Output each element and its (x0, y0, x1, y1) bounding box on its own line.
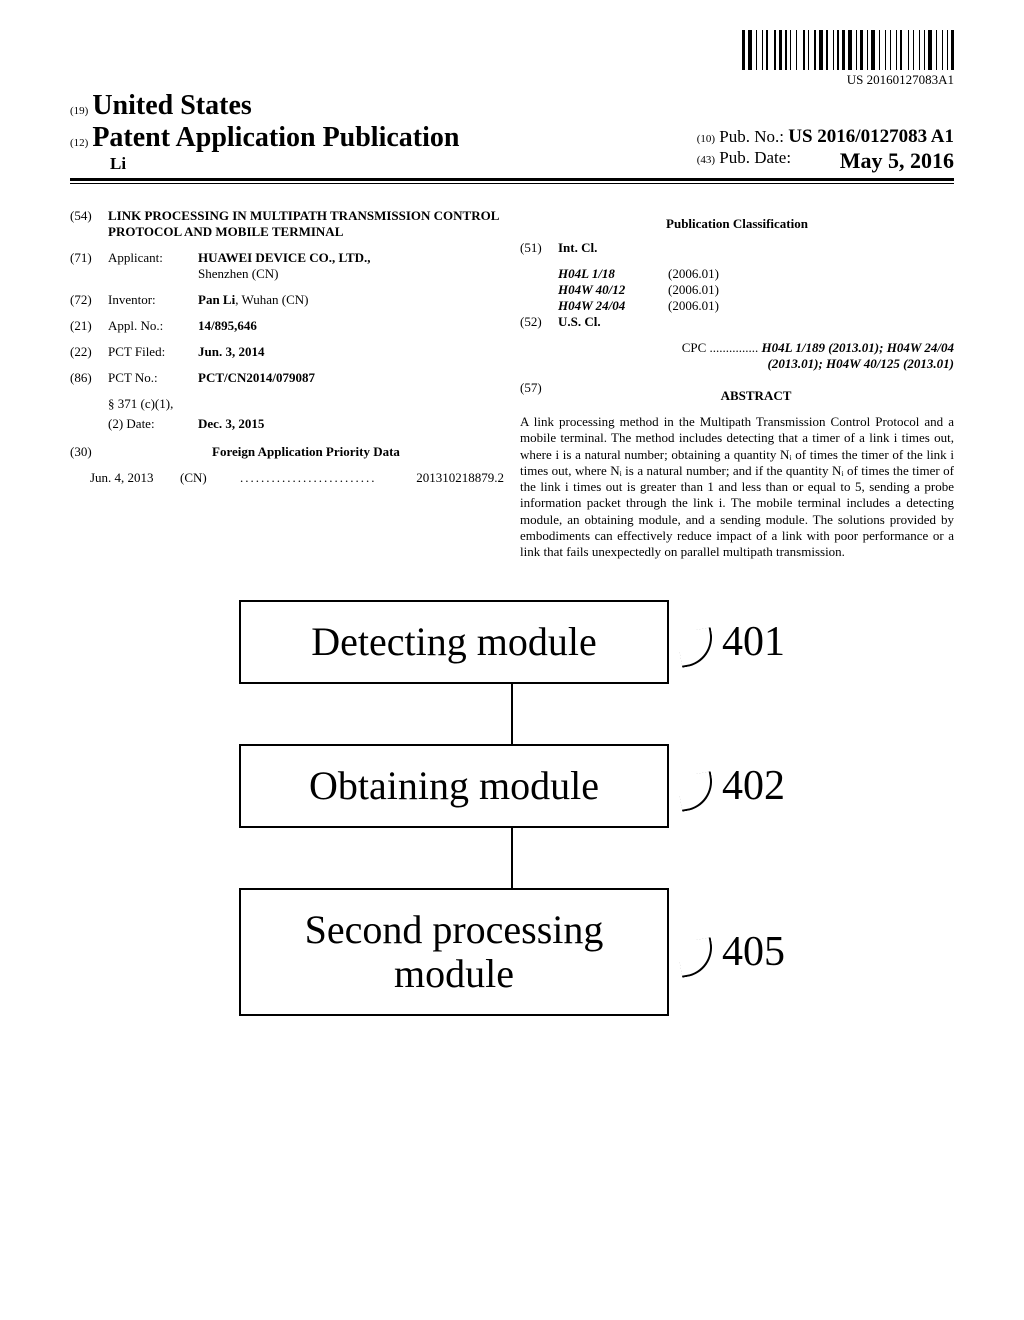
bibliographic-data: (54) LINK PROCESSING IN MULTIPATH TRANSM… (70, 208, 954, 560)
s371-label: § 371 (c)(1), (108, 396, 198, 412)
intcl-row: H04W 40/12(2006.01) (558, 282, 954, 298)
publication-date: May 5, 2016 (840, 148, 954, 174)
s371-2-label: (2) Date: (108, 416, 198, 432)
callout: 402 (679, 762, 785, 810)
pubclass-heading: Publication Classification (520, 216, 954, 232)
intcl-version: (2006.01) (668, 266, 719, 282)
code-43: (43) (697, 154, 715, 166)
code-71: (71) (70, 250, 108, 282)
module-row: Obtaining module 402 (239, 744, 785, 828)
code-19: (19) (70, 105, 88, 117)
leader-line (676, 771, 717, 812)
pct-number: PCT/CN2014/079087 (198, 370, 504, 386)
priority-heading: Foreign Application Priority Data (108, 444, 504, 460)
leader-line (676, 937, 717, 978)
block-diagram: Detecting module 401 Obtaining module 402 Se… (70, 600, 954, 1016)
intcl-version: (2006.01) (668, 282, 719, 298)
barcode-region: US 20160127083A1 (742, 30, 954, 88)
barcode (742, 30, 954, 70)
right-column: Publication Classification (51) Int. Cl.… (520, 208, 954, 560)
code-51: (51) (520, 240, 558, 256)
applicant-name: HUAWEI DEVICE CO., LTD., (198, 250, 371, 265)
callout: 401 (679, 618, 785, 666)
priority-country: (CN) (180, 470, 240, 486)
publication-number: US 2016/0127083 A1 (788, 126, 954, 147)
pubno-label: Pub. No.: (719, 127, 784, 146)
code-22: (22) (70, 344, 108, 360)
module-row: Second processingmodule 405 (239, 888, 785, 1016)
pctno-label: PCT No.: (108, 370, 198, 386)
priority-dots: .......................... (240, 470, 416, 486)
intcl-label: Int. Cl. (558, 240, 597, 256)
module-box: Detecting module (239, 600, 669, 684)
connector-line (511, 684, 513, 744)
inventor-location: Wuhan (CN) (241, 292, 308, 307)
code-52: (52) (520, 314, 558, 330)
callout: 405 (679, 928, 785, 976)
connector-line (511, 828, 513, 888)
applicant-location: Shenzhen (CN) (198, 266, 279, 281)
code-86: (86) (70, 370, 108, 386)
intcl-code: H04W 24/04 (558, 298, 668, 314)
header: (19) United States (12) Patent Applicati… (70, 90, 954, 208)
callout-number: 402 (722, 762, 785, 810)
country: United States (92, 90, 251, 122)
priority-number: 201310218879.2 (416, 470, 504, 486)
barcode-text: US 20160127083A1 (742, 72, 954, 88)
applicant-label: Applicant: (108, 250, 198, 282)
module-row: Detecting module 401 (239, 600, 785, 684)
application-number: 14/895,646 (198, 318, 504, 334)
cpc-label: CPC (682, 340, 707, 355)
invention-title: LINK PROCESSING IN MULTIPATH TRANSMISSIO… (108, 208, 504, 240)
priority-date: Jun. 4, 2013 (90, 470, 180, 486)
code-10: (10) (697, 133, 715, 145)
code-30: (30) (70, 444, 108, 460)
pct-filed-date: Jun. 3, 2014 (198, 344, 504, 360)
inventor-surname: Li (110, 154, 459, 174)
applno-label: Appl. No.: (108, 318, 198, 334)
intcl-code: H04L 1/18 (558, 266, 668, 282)
abstract-heading: ABSTRACT (558, 388, 954, 404)
rule-thick (70, 178, 954, 181)
code-54: (54) (70, 208, 108, 240)
code-21: (21) (70, 318, 108, 334)
intcl-row: H04W 24/04(2006.01) (558, 298, 954, 314)
callout-number: 401 (722, 618, 785, 666)
pubdate-label: Pub. Date: (719, 148, 791, 167)
module-box: Obtaining module (239, 744, 669, 828)
code-57: (57) (520, 380, 558, 404)
publication-type: Patent Application Publication (92, 122, 459, 154)
abstract-text: A link processing method in the Multipat… (520, 414, 954, 560)
inventor-name: Pan Li (198, 292, 235, 307)
intcl-row: H04L 1/18(2006.01) (558, 266, 954, 282)
uscl-label: U.S. Cl. (558, 314, 601, 330)
inventor-label: Inventor: (108, 292, 198, 308)
callout-number: 405 (722, 928, 785, 976)
pctfiled-label: PCT Filed: (108, 344, 198, 360)
s371-date: Dec. 3, 2015 (198, 416, 504, 432)
rule-thin (70, 183, 954, 184)
code-72: (72) (70, 292, 108, 308)
module-box: Second processingmodule (239, 888, 669, 1016)
cpc-line1: H04L 1/189 (2013.01); H04W 24/04 (762, 340, 954, 355)
intcl-code: H04W 40/12 (558, 282, 668, 298)
left-column: (54) LINK PROCESSING IN MULTIPATH TRANSM… (70, 208, 504, 560)
code-12: (12) (70, 137, 88, 149)
intcl-version: (2006.01) (668, 298, 719, 314)
cpc-line2: (2013.01); H04W 40/125 (2013.01) (768, 356, 954, 371)
leader-line (676, 627, 717, 668)
